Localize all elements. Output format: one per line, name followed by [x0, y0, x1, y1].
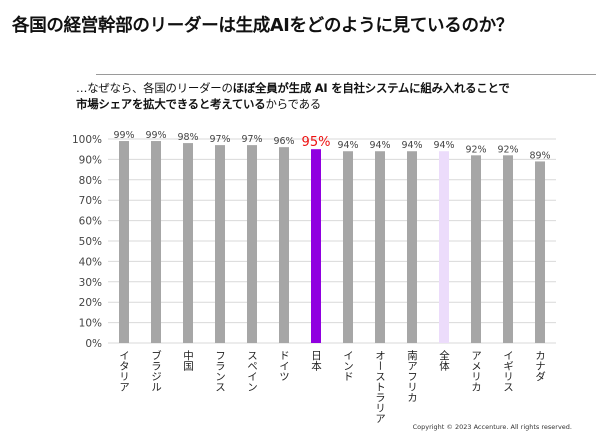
x-tick-label: カナダ: [534, 350, 546, 382]
data-label: 89%: [529, 150, 550, 161]
y-tick-label: 40%: [79, 256, 102, 268]
x-tick-label: イタリア: [118, 350, 130, 392]
y-tick-label: 50%: [79, 236, 102, 248]
y-tick-label: 90%: [79, 154, 102, 166]
data-label: 96%: [273, 136, 294, 147]
bar: [247, 145, 257, 343]
y-tick-label: 100%: [72, 134, 102, 146]
data-label: 97%: [209, 134, 230, 145]
subtitle-text-2a: 市場シェアを拡大できると考えている: [76, 97, 266, 111]
y-tick-label: 20%: [79, 297, 102, 309]
x-tick-label: インド: [342, 350, 354, 382]
bar: [151, 141, 161, 343]
x-tick-label: オーストラリア: [374, 350, 386, 424]
data-label: 99%: [113, 130, 134, 141]
y-tick-label: 60%: [79, 216, 102, 228]
bar: [215, 145, 225, 343]
data-label: 94%: [401, 140, 422, 151]
y-tick-label: 30%: [79, 277, 102, 289]
y-tick-label: 70%: [79, 195, 102, 207]
x-tick-label: 日本: [310, 350, 322, 372]
bar: [311, 149, 321, 343]
y-tick-label: 10%: [79, 318, 102, 330]
subtitle-line-2: 市場シェアを拡大できると考えているからである: [76, 96, 596, 112]
data-label: 98%: [177, 132, 198, 143]
x-tick-label: アメリカ: [470, 350, 482, 392]
bar: [471, 155, 481, 343]
x-tick-label: 中国: [182, 349, 194, 372]
data-label: 99%: [145, 130, 166, 141]
bar: [183, 143, 193, 343]
subtitle-line-1: …なぜなら、各国のリーダーのほぼ全員が生成 AI を自社システムに組み入れること…: [76, 80, 596, 96]
title-divider: [96, 74, 596, 75]
bar: [407, 151, 417, 343]
data-label: 92%: [465, 144, 486, 155]
data-label: 94%: [337, 140, 358, 151]
y-tick-label: 0%: [85, 338, 102, 350]
data-label: 97%: [241, 134, 262, 145]
slide-subtitle: …なぜなら、各国のリーダーのほぼ全員が生成 AI を自社システムに組み入れること…: [76, 80, 596, 112]
bar: [375, 151, 385, 343]
x-tick-label: 南アフリカ: [406, 349, 418, 402]
bar: [535, 161, 545, 343]
data-label: 94%: [433, 140, 454, 151]
x-tick-label: ブラジル: [150, 349, 162, 392]
subtitle-text-2b: からである: [265, 97, 321, 111]
y-tick-label: 80%: [79, 175, 102, 187]
slide-title: 各国の経営幹部のリーダーは生成AIをどのように見ているのか？: [12, 16, 514, 36]
x-tick-label: ドイツ: [278, 350, 290, 382]
x-tick-label: フランス: [214, 350, 226, 392]
x-tick-label: イギリス: [502, 350, 514, 392]
copyright-notice: Copyright © 2023 Accenture. All rights r…: [412, 423, 572, 431]
x-tick-label: 全体: [438, 349, 450, 372]
x-tick-label: スペイン: [246, 350, 258, 392]
data-label: 95%: [302, 135, 331, 150]
bar: [439, 151, 449, 343]
subtitle-text-1a: …なぜなら、各国のリーダーの: [76, 81, 233, 95]
bar: [503, 155, 513, 343]
data-label: 92%: [497, 144, 518, 155]
bar: [279, 147, 289, 343]
bar: [119, 141, 129, 343]
bar: [343, 151, 353, 343]
data-label: 94%: [369, 140, 390, 151]
subtitle-text-1b: ほぼ全員が生成 AI を自社システムに組み入れることで: [232, 81, 510, 95]
